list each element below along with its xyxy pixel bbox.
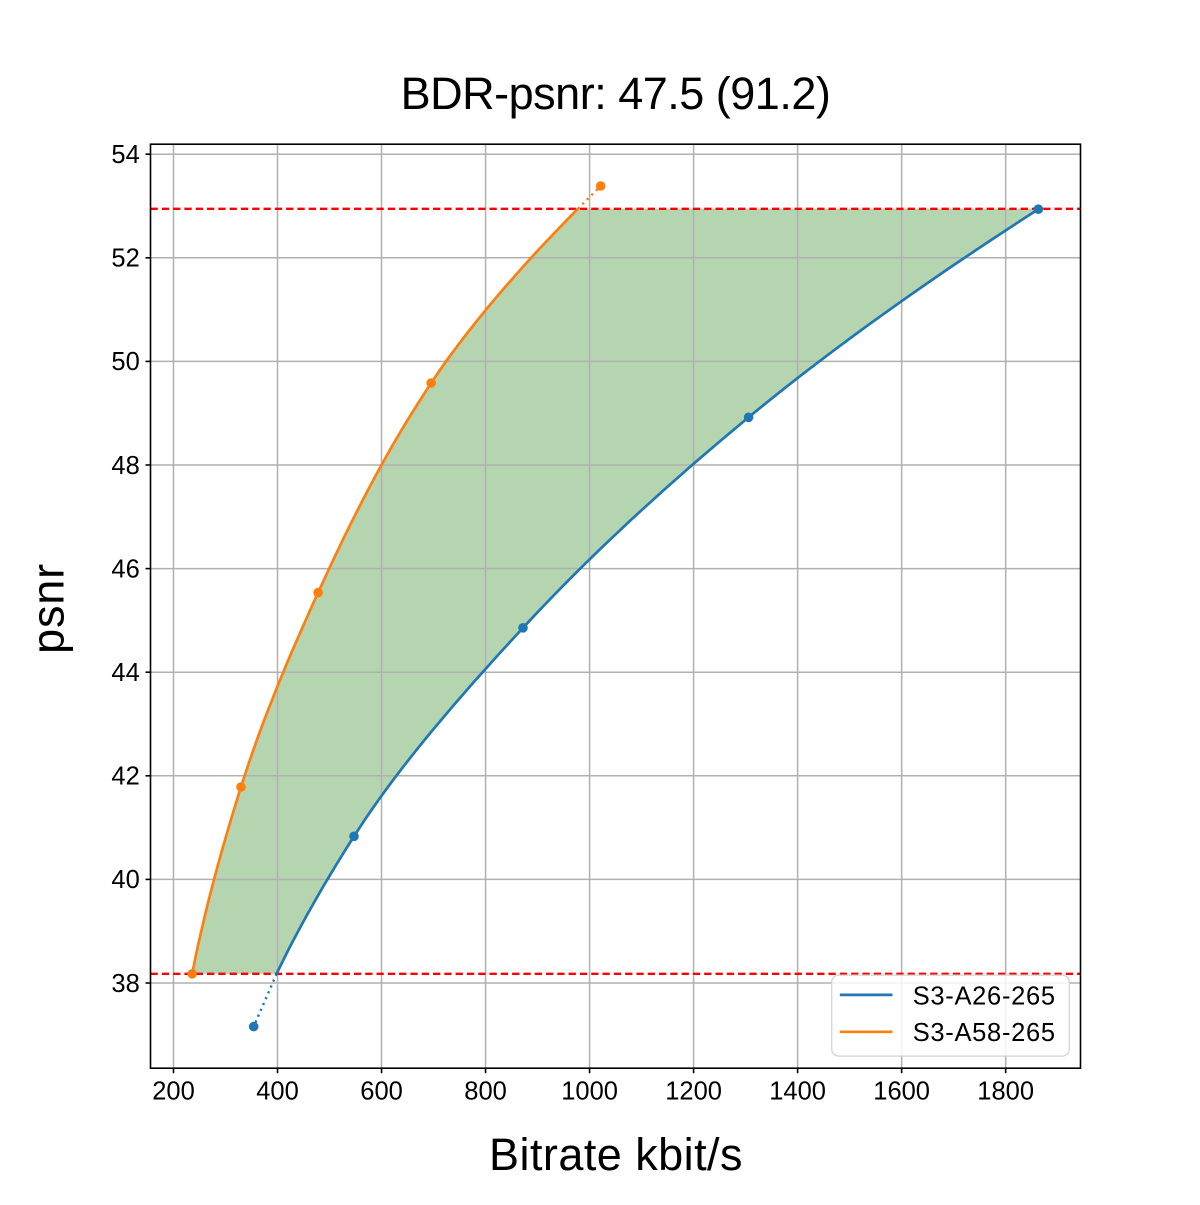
svg-text:Bitrate kbit/s: Bitrate kbit/s: [489, 1129, 743, 1180]
svg-text:44: 44: [111, 659, 139, 687]
svg-text:S3-A58-265: S3-A58-265: [913, 1019, 1056, 1047]
svg-text:1400: 1400: [769, 1077, 826, 1105]
svg-text:38: 38: [111, 970, 139, 998]
svg-text:1000: 1000: [561, 1077, 618, 1105]
svg-text:600: 600: [360, 1077, 403, 1105]
svg-text:BDR-psnr: 47.5 (91.2): BDR-psnr: 47.5 (91.2): [401, 68, 831, 119]
svg-text:54: 54: [111, 141, 139, 169]
svg-text:S3-A26-265: S3-A26-265: [913, 982, 1056, 1010]
svg-text:psnr: psnr: [23, 563, 74, 654]
svg-text:40: 40: [111, 866, 139, 894]
svg-text:42: 42: [111, 763, 139, 791]
svg-text:200: 200: [152, 1077, 195, 1105]
svg-text:1800: 1800: [977, 1077, 1034, 1105]
svg-text:800: 800: [464, 1077, 507, 1105]
svg-text:400: 400: [256, 1077, 299, 1105]
svg-text:1200: 1200: [665, 1077, 722, 1105]
svg-text:46: 46: [111, 555, 139, 583]
svg-text:48: 48: [111, 452, 139, 480]
svg-text:52: 52: [111, 245, 139, 273]
svg-text:1600: 1600: [873, 1077, 930, 1105]
svg-text:50: 50: [111, 348, 139, 376]
